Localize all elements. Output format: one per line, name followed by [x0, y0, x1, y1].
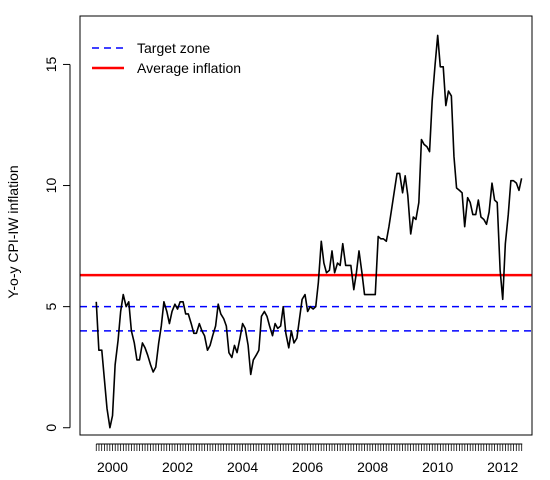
- y-axis-label: Y-o-y CPI-IW inflation: [5, 165, 21, 298]
- plot-frame: [79, 15, 533, 436]
- x-tick-label: 2010: [422, 459, 453, 475]
- y-tick-label: 10: [43, 178, 59, 194]
- series-line: [95, 34, 523, 429]
- reference-lines: [80, 273, 532, 332]
- x-tick-label: 2008: [357, 459, 388, 475]
- x-tick-label: 2002: [162, 459, 193, 475]
- series-layer: [95, 34, 523, 429]
- legend-label: Target zone: [137, 40, 210, 56]
- x-tick-label: 2006: [292, 459, 323, 475]
- axes: 0 5 10 15 2000 2002 2004 2006 2008 2010 2012: [43, 56, 523, 475]
- y-tick-label: 15: [43, 56, 59, 72]
- legend: Target zone Average inflation: [92, 40, 241, 76]
- y-tick-label: 5: [43, 303, 59, 311]
- legend-label: Average inflation: [137, 60, 241, 76]
- x-tick-label: 2004: [227, 459, 258, 475]
- y-tick-label: 0: [43, 424, 59, 432]
- x-tick-label: 2000: [97, 459, 128, 475]
- x-tick-label: 2012: [487, 459, 518, 475]
